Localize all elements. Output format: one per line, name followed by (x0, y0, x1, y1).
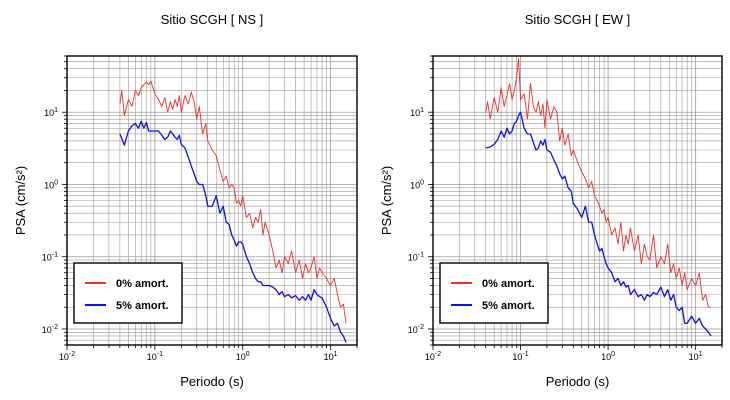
legend: 0% amort. 5% amort. (439, 262, 549, 324)
y-tick-label: 10-2 (42, 324, 58, 335)
chart-panel-1: 10-2 10-1 100 101 10-2 10-1 100 101 Sitio SCGH [… (13, 12, 358, 389)
legend-label: 0% amort. (116, 278, 169, 290)
x-axis-label: Periodo (s) (180, 374, 244, 389)
x-tick-label: 100 (601, 351, 615, 362)
y-tick-label: 100 (44, 179, 58, 190)
series-line-blue (485, 111, 712, 337)
legend-label: 5% amort. (116, 300, 169, 312)
y-tick-label: 10-1 (42, 252, 58, 263)
x-tick-label: 100 (236, 351, 250, 362)
series-line-red (485, 58, 712, 308)
x-tick-label: 101 (324, 351, 338, 362)
y-tick-label: 10-1 (408, 252, 424, 263)
y-tick-label: 101 (410, 107, 424, 118)
x-tick-label: 10-2 (425, 351, 441, 362)
series-line-blue (119, 120, 347, 343)
x-axis-label: Periodo (s) (546, 374, 610, 389)
chart-title: Sitio SCGH [ EW ] (525, 12, 630, 27)
legend: 0% amort. 5% amort. (73, 262, 183, 324)
x-tick-label: 10-1 (512, 351, 528, 362)
legend-box (73, 262, 183, 324)
y-tick-label: 101 (44, 107, 58, 118)
chart-panel-2: 10-2 10-1 100 101 10-2 10-1 100 101 Sitio SCGH [… (379, 12, 723, 389)
legend-label: 5% amort. (482, 300, 535, 312)
y-axis-label: PSA (cm/s²) (379, 166, 394, 235)
x-tick-label: 101 (689, 351, 703, 362)
axis-ticks (428, 55, 723, 350)
y-axis-label: PSA (cm/s²) (13, 166, 28, 235)
axis-ticks (62, 55, 358, 350)
x-tick-label: 10-2 (59, 351, 75, 362)
x-tick-label: 10-1 (147, 351, 163, 362)
legend-box (439, 262, 549, 324)
series-line-red (119, 80, 347, 324)
legend-label: 0% amort. (482, 278, 535, 290)
chart-title: Sitio SCGH [ NS ] (161, 12, 264, 27)
y-tick-label: 100 (410, 179, 424, 190)
y-tick-label: 10-2 (408, 324, 424, 335)
